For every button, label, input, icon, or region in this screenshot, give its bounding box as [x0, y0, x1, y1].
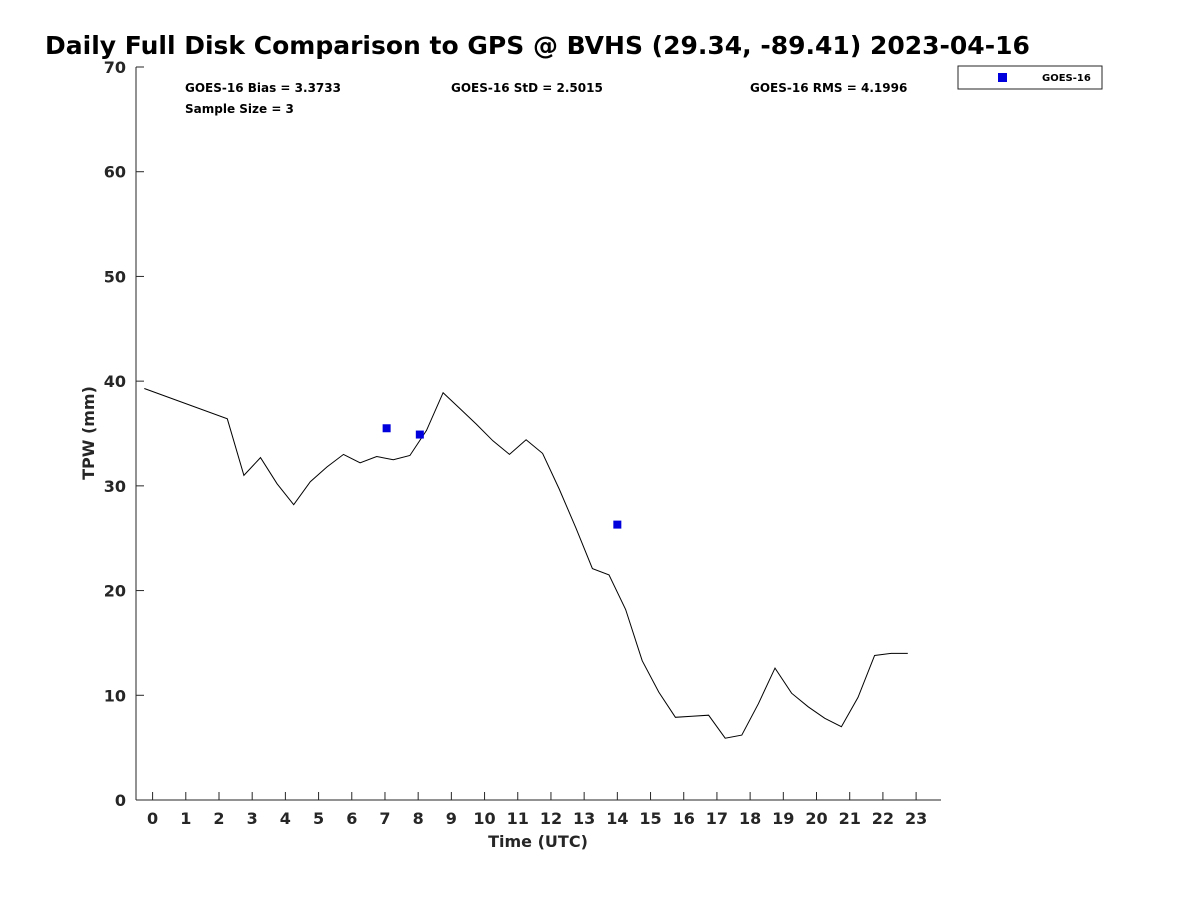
- y-tick-label: 10: [104, 686, 126, 705]
- bias-stat: GOES-16 Bias = 3.3733: [185, 81, 341, 95]
- x-tick-label: 15: [639, 809, 661, 828]
- legend-label-goes16: GOES-16: [1042, 73, 1091, 84]
- y-tick-label: 40: [104, 372, 126, 391]
- y-tick-label: 60: [104, 163, 126, 182]
- x-tick-label: 6: [346, 809, 357, 828]
- y-tick-label: 50: [104, 267, 126, 286]
- rms-stat: GOES-16 RMS = 4.1996: [750, 81, 907, 95]
- x-tick-label: 21: [839, 809, 861, 828]
- x-tick-label: 2: [213, 809, 224, 828]
- x-tick-label: 17: [706, 809, 728, 828]
- x-tick-label: 22: [872, 809, 894, 828]
- x-tick-label: 9: [446, 809, 457, 828]
- y-axis-label: TPW (mm): [79, 386, 98, 480]
- legend-box: [957, 65, 1103, 90]
- x-tick-label: 18: [739, 809, 761, 828]
- y-tick-group: 0 10 20 30 40 50 60 70: [104, 58, 144, 810]
- x-tick-label: 16: [673, 809, 695, 828]
- x-tick-label: 12: [540, 809, 562, 828]
- x-tick-label: 5: [313, 809, 324, 828]
- legend-marker-goes16: [998, 73, 1007, 82]
- gps-tpw-line: [144, 388, 908, 739]
- y-tick-label: 70: [104, 58, 126, 77]
- x-tick-label: 11: [507, 809, 529, 828]
- chart-title: Daily Full Disk Comparison to GPS @ BVHS…: [45, 31, 1030, 60]
- x-tick-label: 4: [280, 809, 291, 828]
- x-tick-group: 0 1 2 3 4 5 6 7 8 9 10 11 12 13 14 15 16 17 18 19 20 21 22 23: [147, 792, 927, 828]
- goes16-data-point: [415, 430, 424, 439]
- plot-area: [144, 388, 908, 739]
- x-tick-label: 1: [180, 809, 191, 828]
- x-tick-label: 20: [805, 809, 827, 828]
- x-tick-label: 0: [147, 809, 158, 828]
- x-tick-label: 7: [379, 809, 390, 828]
- legend: GOES-16: [957, 65, 1103, 90]
- x-tick-label: 8: [413, 809, 424, 828]
- x-tick-label: 14: [606, 809, 628, 828]
- x-tick-label: 19: [772, 809, 794, 828]
- sample-size-stat: Sample Size = 3: [185, 102, 294, 116]
- x-tick-label: 10: [473, 809, 495, 828]
- x-axis-label: Time (UTC): [488, 832, 588, 851]
- std-stat: GOES-16 StD = 2.5015: [451, 81, 603, 95]
- x-tick-label: 13: [573, 809, 595, 828]
- y-tick-label: 20: [104, 582, 126, 601]
- x-tick-label: 23: [905, 809, 927, 828]
- goes16-data-point: [613, 520, 622, 529]
- goes16-data-point: [382, 424, 391, 433]
- x-tick-label: 3: [247, 809, 258, 828]
- y-tick-label: 30: [104, 477, 126, 496]
- y-tick-label: 0: [115, 791, 126, 810]
